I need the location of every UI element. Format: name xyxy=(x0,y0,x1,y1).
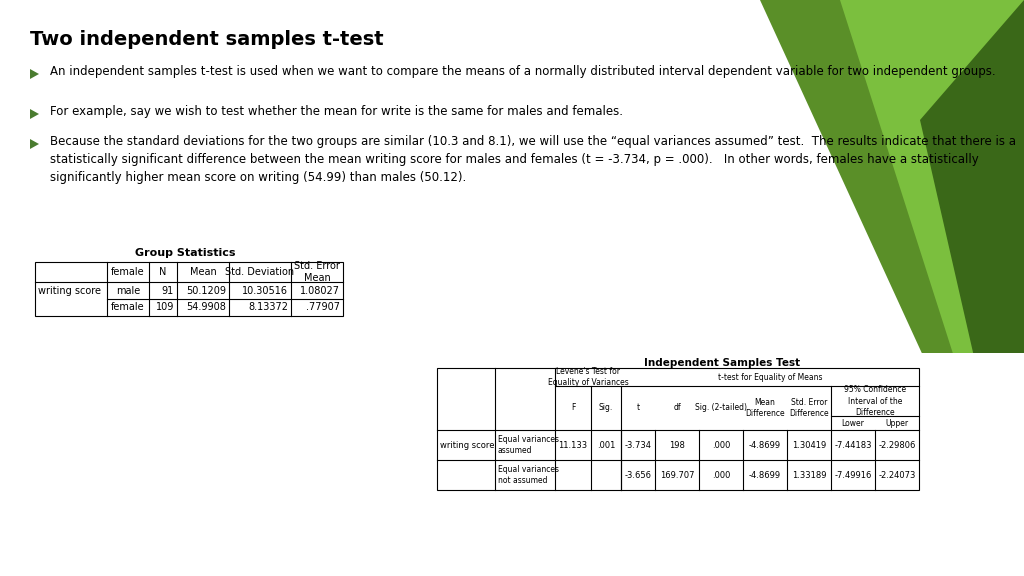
Polygon shape xyxy=(840,0,1024,576)
Text: t-test for Equality of Means: t-test for Equality of Means xyxy=(718,373,822,381)
Text: Equal variances
not assumed: Equal variances not assumed xyxy=(498,465,559,486)
Text: Std. Deviation: Std. Deviation xyxy=(225,267,295,277)
Text: df: df xyxy=(673,404,681,412)
Text: 50.1209: 50.1209 xyxy=(186,286,226,295)
Text: 1.08027: 1.08027 xyxy=(300,286,340,295)
Bar xyxy=(35,262,343,316)
Bar xyxy=(437,368,919,490)
Text: Two independent samples t-test: Two independent samples t-test xyxy=(30,30,384,49)
Text: .000: .000 xyxy=(712,471,730,479)
Text: Std. Error
Mean: Std. Error Mean xyxy=(294,261,340,283)
Text: Mean: Mean xyxy=(189,267,216,277)
Text: female: female xyxy=(112,302,144,313)
Text: -2.29806: -2.29806 xyxy=(879,441,915,449)
Text: .001: .001 xyxy=(597,441,615,449)
Text: -3.734: -3.734 xyxy=(625,441,651,449)
Text: -3.656: -3.656 xyxy=(625,471,651,479)
Text: Std. Error
Difference: Std. Error Difference xyxy=(790,398,828,418)
Text: Group Statistics: Group Statistics xyxy=(135,248,236,258)
Text: Upper: Upper xyxy=(886,419,908,427)
Text: -2.24073: -2.24073 xyxy=(879,471,915,479)
Text: 1.30419: 1.30419 xyxy=(792,441,826,449)
Text: .77907: .77907 xyxy=(306,302,340,313)
Text: 1.33189: 1.33189 xyxy=(792,471,826,479)
Text: 54.9908: 54.9908 xyxy=(186,302,226,313)
Text: -4.8699: -4.8699 xyxy=(749,441,781,449)
Polygon shape xyxy=(30,69,39,79)
Polygon shape xyxy=(760,0,1024,576)
Bar xyxy=(0,0,760,576)
Text: writing score: writing score xyxy=(440,441,495,449)
Text: Sig.: Sig. xyxy=(599,404,613,412)
Text: female: female xyxy=(112,267,144,277)
Text: 11.133: 11.133 xyxy=(558,441,588,449)
Text: F: F xyxy=(570,404,575,412)
Text: 95% Confidence
Interval of the
Difference: 95% Confidence Interval of the Differenc… xyxy=(844,385,906,416)
Text: -7.49916: -7.49916 xyxy=(835,471,871,479)
Text: .000: .000 xyxy=(712,441,730,449)
Text: Mean
Difference: Mean Difference xyxy=(745,398,784,418)
Polygon shape xyxy=(30,109,39,119)
Bar xyxy=(432,353,1024,576)
Text: Because the standard deviations for the two groups are similar (10.3 and 8.1), w: Because the standard deviations for the … xyxy=(50,135,1016,184)
Polygon shape xyxy=(920,0,1024,576)
Text: male: male xyxy=(116,286,140,295)
Text: 169.707: 169.707 xyxy=(659,471,694,479)
Text: Sig. (2-tailed): Sig. (2-tailed) xyxy=(695,404,746,412)
Text: 109: 109 xyxy=(156,302,174,313)
Text: Equal variances
assumed: Equal variances assumed xyxy=(498,435,559,456)
Text: -7.44183: -7.44183 xyxy=(835,441,871,449)
Text: 10.30516: 10.30516 xyxy=(242,286,288,295)
Text: writing score: writing score xyxy=(38,286,101,295)
Text: An independent samples t-test is used when we want to compare the means of a nor: An independent samples t-test is used wh… xyxy=(50,65,995,78)
Text: Independent Samples Test: Independent Samples Test xyxy=(644,358,800,368)
Polygon shape xyxy=(30,139,39,149)
Text: N: N xyxy=(160,267,167,277)
Text: 91: 91 xyxy=(162,286,174,295)
Text: Levene's Test for
Equality of Variances: Levene's Test for Equality of Variances xyxy=(548,367,629,387)
Text: t: t xyxy=(637,404,640,412)
Text: -4.8699: -4.8699 xyxy=(749,471,781,479)
Text: 8.13372: 8.13372 xyxy=(248,302,288,313)
Text: Lower: Lower xyxy=(842,419,864,427)
Text: For example, say we wish to test whether the mean for write is the same for male: For example, say we wish to test whether… xyxy=(50,105,623,118)
Text: 198: 198 xyxy=(669,441,685,449)
